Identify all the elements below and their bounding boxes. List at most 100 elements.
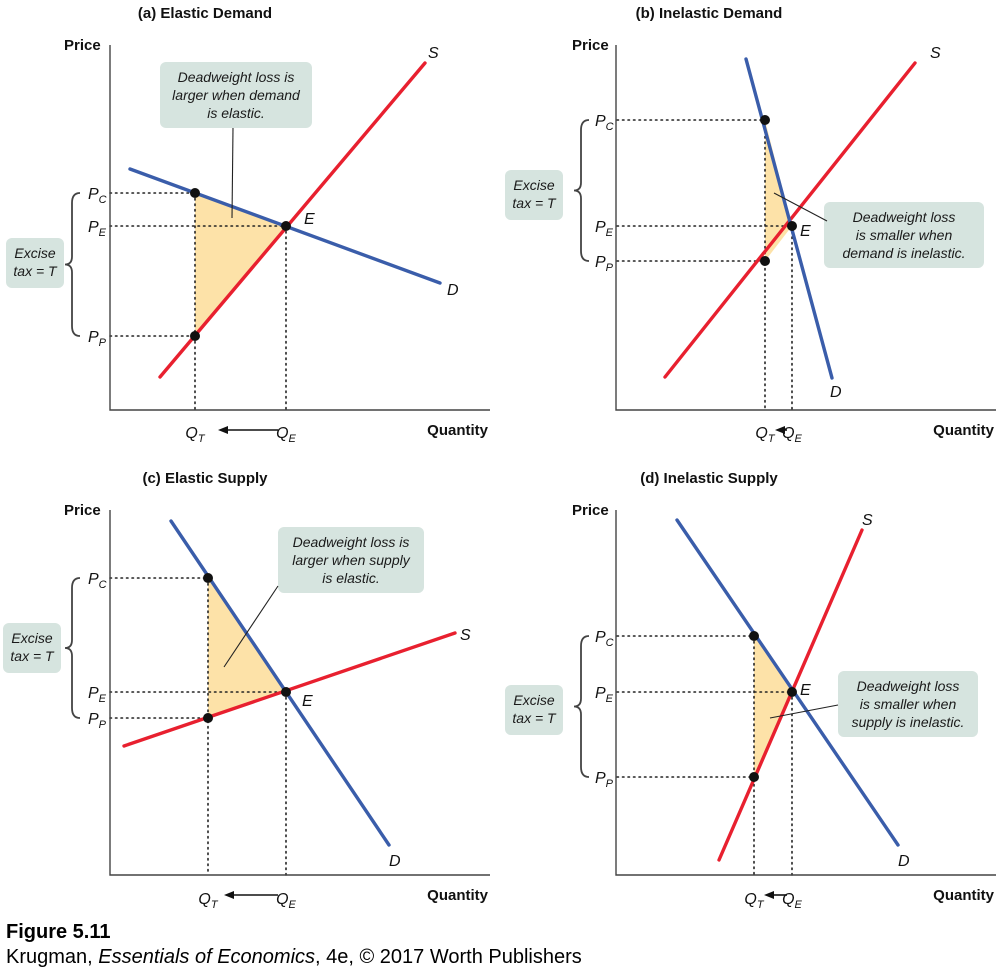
panel-c-demand-label: D [389,853,401,870]
panel-a-tax-box [6,238,64,288]
panel-a-deadweight-note-line: Deadweight loss is [178,69,295,85]
panel-d-deadweight-note-box [838,671,978,737]
panel-b-pc-point [760,115,770,125]
figure-caption: Figure 5.11 Krugman, Essentials of Econo… [6,920,582,970]
panel-a-deadweight-note-box [160,62,312,128]
panel-c-tax-label-line: tax = T [10,648,55,664]
panel-d-y-axis-label: Price [572,502,609,519]
panel-c-price-label-c: PC [88,571,107,591]
panel-b-price-label-e: PE [595,219,614,239]
panel-b-demand-curve [744,57,834,380]
panel-d-supply-label: S [862,512,873,529]
panel-c-pp-point [203,713,213,723]
panel-b-note-leader [773,192,828,222]
panel-d-axes [615,510,996,876]
panel-b-title: (b) Inelastic Demand [636,5,783,22]
panel-c-x-axis-label: Quantity [427,887,488,904]
figure-canvas: (a) Elastic Demand Price Quantity S D E PC PE PP… [3,5,996,911]
panel-a-supply-curve [158,61,427,379]
panel-b-deadweight-note-line: demand is inelastic. [843,245,966,261]
panel-d-deadweight-note-line: Deadweight loss [857,678,960,694]
panel-b-demand-label: D [830,384,842,401]
panel-c-deadweight-note-line: Deadweight loss is [293,534,410,550]
panel-c-quantity-label-e: QE [276,891,296,911]
panel-b-quantity-label-e: QE [782,425,802,445]
panel-a-equilibrium-point [281,221,291,231]
panel-c-deadweight-note-box [278,527,424,593]
panel-a-price-label-p: PP [88,329,107,349]
panel-d-tax-label-line: tax = T [512,710,557,726]
panel-c-tax-bracket [64,577,81,719]
panel-c-equilibrium-point [281,687,291,697]
panel-d-quantity-arrowhead [764,891,774,899]
panel-d-equilibrium-point [787,687,797,697]
panel-a-quantity-arrowhead [218,426,228,434]
panel-c-price-label-e: PE [88,685,107,705]
panel-a-quantity-label-t: QT [185,425,205,445]
panel-b-x-axis-label: Quantity [933,422,994,439]
panel-b-tax-bracket [573,119,590,262]
panel-c-price-label-p: PP [88,711,107,731]
panel-b-tax-label-line: Excise [513,177,554,193]
panel-a-axes [109,45,490,411]
panel-a-equilibrium-label: E [304,211,315,228]
panel-c-title: (c) Elastic Supply [142,470,268,487]
panel-c-note-leader [223,585,279,668]
panel-d-price-label-p: PP [595,770,614,790]
panel-a-tax-label-line: tax = T [13,263,58,279]
panel-b-y-axis-label: Price [572,37,609,54]
panel-b-supply-label: S [930,45,941,62]
panel-b-price-label-c: PC [595,113,614,133]
panel-a-price-label-c: PC [88,186,107,206]
panel-d-deadweight-loss-area [754,636,792,777]
panel-c-tax-box [3,623,61,673]
panel-d-title: (d) Inelastic Supply [640,470,778,487]
panel-c-deadweight-note-line: larger when supply [292,552,411,568]
panel-d-tax-label-line: Excise [513,692,554,708]
panel-c-pc-point [203,573,213,583]
credit-suffix: , 4e, © 2017 Worth Publishers [315,946,582,968]
panel-a-deadweight-note-line: is elastic. [207,105,265,121]
panel-d-note-leader [769,704,839,719]
panel-a-tax-bracket [64,192,81,337]
panel-d-price-label-c: PC [595,629,614,649]
panel-a-title: (a) Elastic Demand [138,5,272,22]
panel-d-pc-point [749,631,759,641]
panel-b-equilibrium-label: E [800,223,811,240]
panel-c-tax-label-line: Excise [11,630,52,646]
panel-b-deadweight-note-line: is smaller when [856,227,953,243]
panel-a-tax-label-line: Excise [14,245,55,261]
panel-a-supply-label: S [428,45,439,62]
panel-b-pp-point [760,256,770,266]
panel-b-tax-box [505,170,563,220]
panel-d-quantity-label-e: QE [782,891,802,911]
panel-d-quantity-label-t: QT [744,891,764,911]
figure-credit: Krugman, Essentials of Economics, 4e, © … [6,945,582,970]
panel-c-y-axis-label: Price [64,502,101,519]
panel-a-note-leader [231,127,234,219]
panel-b-deadweight-note-line: Deadweight loss [853,209,956,225]
panel-b-equilibrium-point [787,221,797,231]
panel-d-demand-label: D [898,853,910,870]
panel-a-y-axis-label: Price [64,37,101,54]
panel-c-quantity-arrowhead [224,891,234,899]
panel-b-quantity-label-t: QT [755,425,775,445]
credit-prefix: Krugman, [6,946,99,968]
panel-b-price-label-p: PP [595,254,614,274]
panel-d-pp-point [749,772,759,782]
figure-title: Figure 5.11 [6,921,111,943]
panel-d-tax-box [505,685,563,735]
panel-d-deadweight-note-line: supply is inelastic. [852,714,965,730]
panel-d-deadweight-note-line: is smaller when [860,696,957,712]
panel-a-x-axis-label: Quantity [427,422,488,439]
panel-d-x-axis-label: Quantity [933,887,994,904]
panel-a-quantity-label-e: QE [276,425,296,445]
panel-c-supply-label: S [460,627,471,644]
credit-book-title: Essentials of Economics [98,946,316,968]
panel-c-quantity-label-t: QT [198,891,218,911]
panel-a-pc-point [190,188,200,198]
panel-c-deadweight-loss-area [208,578,286,718]
panel-b-axes [615,45,996,411]
panel-a-price-label-e: PE [88,219,107,239]
panel-d-price-label-e: PE [595,685,614,705]
